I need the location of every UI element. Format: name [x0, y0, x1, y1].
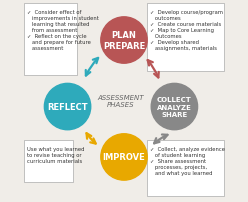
- FancyBboxPatch shape: [147, 4, 224, 72]
- Text: REFLECT: REFLECT: [47, 103, 88, 112]
- Text: ASSESSMENT
PHASES: ASSESSMENT PHASES: [98, 95, 144, 107]
- Circle shape: [151, 84, 198, 130]
- FancyArrowPatch shape: [148, 61, 159, 78]
- FancyBboxPatch shape: [147, 140, 224, 196]
- Text: IMPROVE: IMPROVE: [103, 153, 145, 162]
- Circle shape: [44, 84, 91, 130]
- Text: COLLECT
ANALYZE
SHARE: COLLECT ANALYZE SHARE: [157, 97, 192, 117]
- Text: ✓  Develop course/program
   outcomes
✓  Create course materials
✓  Map to Core : ✓ Develop course/program outcomes ✓ Crea…: [150, 10, 223, 50]
- Circle shape: [101, 18, 147, 64]
- FancyArrowPatch shape: [87, 134, 96, 144]
- Text: ✓  Collect, analyze evidence
   of student learning
✓  Share assessment
   proce: ✓ Collect, analyze evidence of student l…: [150, 146, 225, 175]
- FancyArrowPatch shape: [154, 135, 168, 144]
- FancyBboxPatch shape: [24, 4, 77, 76]
- Text: Use what you learned
to revise teaching or
curriculum materials: Use what you learned to revise teaching …: [27, 146, 85, 163]
- FancyArrowPatch shape: [86, 59, 98, 76]
- Circle shape: [101, 134, 147, 180]
- FancyBboxPatch shape: [24, 140, 73, 182]
- Text: ✓  Consider effect of
   improvements in student
   learning that resulted
   fr: ✓ Consider effect of improvements in stu…: [27, 10, 99, 50]
- Text: PLAN
PREPARE: PLAN PREPARE: [103, 31, 145, 51]
